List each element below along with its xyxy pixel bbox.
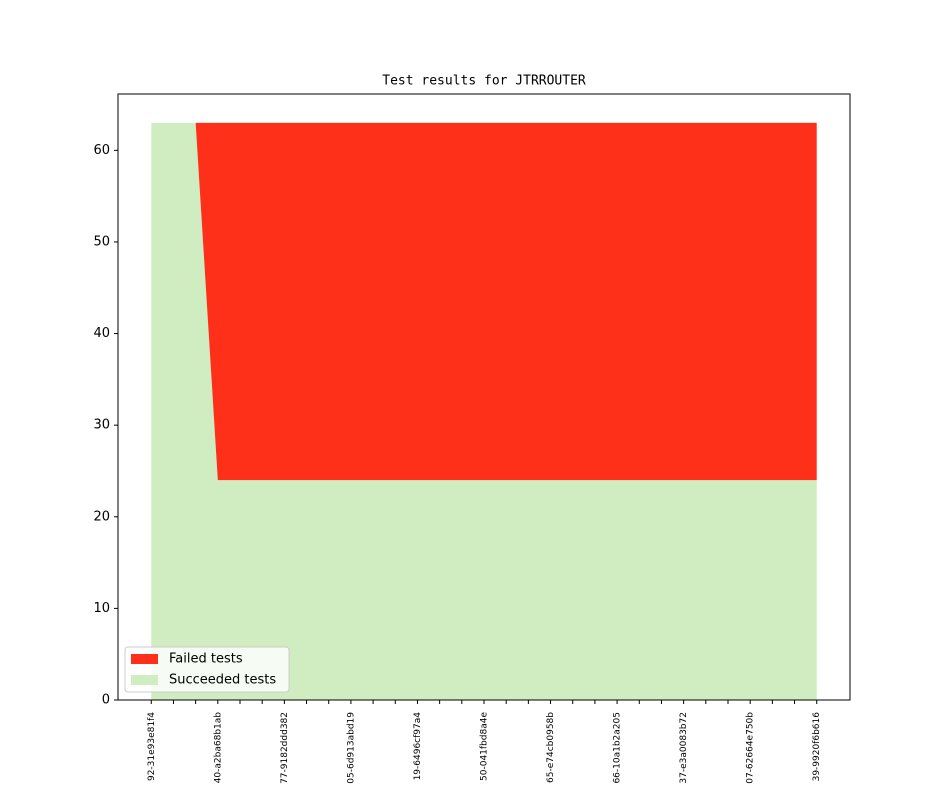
legend-swatch — [131, 675, 158, 685]
x-tick-label: 39-9920f6b616 — [812, 712, 822, 782]
area — [151, 122, 817, 701]
x-tick-label: 05-6d913abd19 — [346, 712, 356, 784]
legend: Failed tests Succeeded tests — [124, 646, 290, 693]
y-tick-label: 40 — [93, 326, 110, 341]
chart-title: Test results for JTRROUTER — [382, 74, 586, 89]
y-tick-label: 50 — [93, 234, 110, 249]
x-tick-label: 66-10a1b2a205 — [613, 712, 623, 784]
x-tick-label: 40-a2ba68b1ab — [213, 712, 223, 784]
x-tick-label: 65-e74cb0958b — [546, 712, 556, 783]
y-tick-label: 10 — [93, 601, 110, 616]
x-tick-label: 07-62664e750b — [746, 712, 756, 784]
area — [151, 122, 817, 481]
legend-label: Succeeded tests — [169, 673, 276, 688]
legend-swatch — [131, 654, 158, 664]
legend-label: Failed tests — [169, 652, 243, 667]
x-tick-label: 37-e3a0083b72 — [679, 712, 689, 784]
x-tick-label: 92-31e93e81f4 — [147, 712, 157, 781]
x-tick-label: 50-041fbd8a4e — [480, 712, 490, 781]
y-tick-label: 20 — [93, 509, 110, 524]
y-tick-label: 30 — [93, 418, 110, 433]
x-tick-label: 77-9182ddd382 — [280, 712, 290, 784]
x-tick-label: 19-6496cf97a4 — [413, 712, 423, 781]
legend-box — [124, 646, 290, 693]
y-tick-label: 60 — [93, 143, 110, 158]
y-tick-label: 0 — [102, 693, 110, 708]
